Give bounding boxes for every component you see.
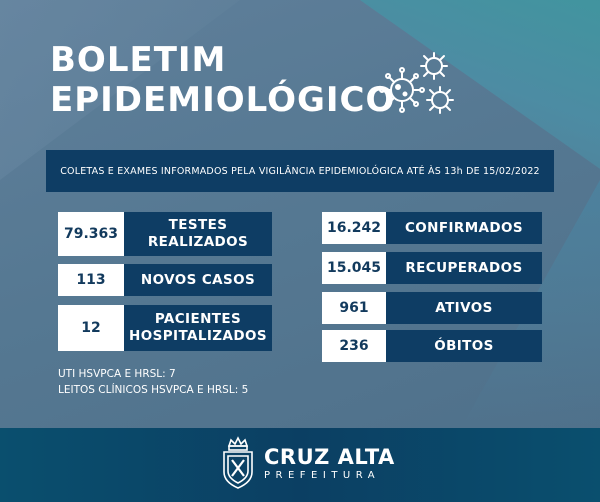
stat-value: 113 — [58, 264, 124, 296]
stat-row-confirmed: 16.242 CONFIRMADOS — [322, 212, 542, 244]
stat-label: CONFIRMADOS — [386, 212, 542, 244]
notes: UTI HSVPCA E HRSL: 7 LEITOS CLÍNICOS HSV… — [58, 366, 248, 398]
city-name: CRUZ ALTA — [264, 444, 395, 469]
stat-value: 15.045 — [322, 252, 386, 284]
info-banner: COLETAS E EXAMES INFORMADOS PELA VIGILÂN… — [46, 150, 554, 192]
stat-value: 12 — [58, 305, 124, 351]
stat-label: ATIVOS — [386, 292, 542, 324]
stat-label-line: TESTES — [168, 217, 228, 234]
stat-row-new-cases: 113 NOVOS CASOS — [58, 264, 272, 296]
stat-label: NOVOS CASOS — [124, 264, 272, 296]
stat-label: RECUPERADOS — [386, 252, 542, 284]
title-line-1: BOLETIM — [50, 40, 227, 80]
stat-value: 79.363 — [58, 212, 124, 256]
banner-text: COLETAS E EXAMES INFORMADOS PELA VIGILÂN… — [60, 165, 540, 177]
logo-text: CRUZ ALTA PREFEITURA — [264, 446, 395, 481]
stat-value: 16.242 — [322, 212, 386, 244]
city-logo: CRUZ ALTA PREFEITURA — [220, 436, 395, 490]
note-uti: UTI HSVPCA E HRSL: 7 — [58, 368, 176, 380]
note-leitos: LEITOS CLÍNICOS HSVPCA E HRSL: 5 — [58, 384, 249, 396]
stat-value: 961 — [322, 292, 386, 324]
stat-label: PACIENTES HOSPITALIZADOS — [124, 305, 272, 351]
virus-icon — [379, 52, 454, 114]
title-line-2: EPIDEMIOLÓGICO — [50, 80, 396, 120]
coat-of-arms-icon — [223, 436, 253, 489]
stat-value: 236 — [322, 330, 386, 362]
stat-label-line: HOSPITALIZADOS — [129, 328, 267, 344]
prefeitura-label: PREFEITURA — [264, 469, 381, 481]
stat-label-line: REALIZADOS — [147, 234, 249, 250]
stat-row-tests: 79.363 TESTES REALIZADOS — [58, 212, 272, 256]
stat-row-active: 961 ATIVOS — [322, 292, 542, 324]
footer-bar — [0, 428, 600, 502]
stat-label: TESTES REALIZADOS — [124, 212, 272, 256]
stat-row-deaths: 236 ÓBITOS — [322, 330, 542, 362]
stat-label-line: PACIENTES — [154, 311, 242, 328]
stat-row-hospitalized: 12 PACIENTES HOSPITALIZADOS — [58, 305, 272, 351]
stat-label: ÓBITOS — [386, 330, 542, 362]
stat-row-recovered: 15.045 RECUPERADOS — [322, 252, 542, 284]
